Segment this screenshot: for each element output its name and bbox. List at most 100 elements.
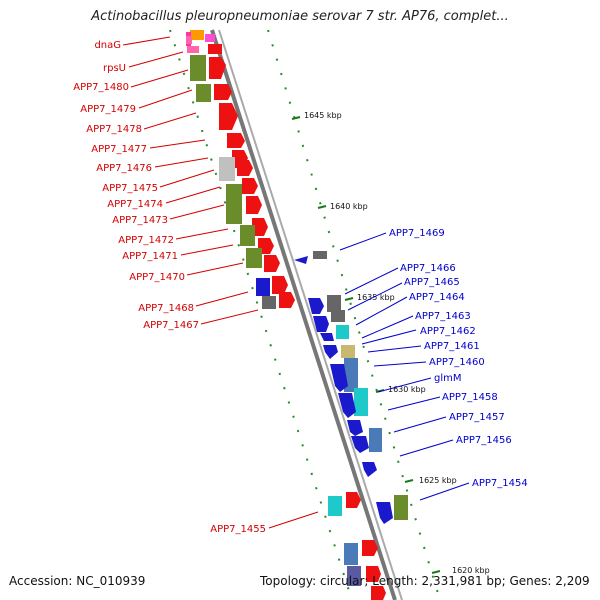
kbp-tick [291,116,301,120]
gene-arrow[interactable] [237,160,253,176]
gene-arrow[interactable] [279,292,295,308]
gene-block[interactable] [240,225,255,246]
guide-track [267,29,441,600]
gene-label[interactable]: APP7_1457 [449,412,505,423]
gene-block[interactable] [341,345,355,358]
gene-arrow[interactable] [376,502,393,524]
gene-label[interactable]: APP7_1472 [118,235,174,246]
gene-label[interactable]: APP7_1467 [143,320,199,331]
gene-block[interactable] [196,84,211,102]
gene-block[interactable] [347,566,361,586]
kbp-label: 1625 kbp [419,476,457,485]
kbp-label: 1635 kbp [357,293,395,302]
gene-label[interactable]: APP7_1471 [122,251,178,262]
backbone-line [210,29,397,600]
gene-arrow[interactable] [264,255,280,272]
gene-arrow[interactable] [362,462,377,477]
forward-features [186,30,386,600]
kbp-tick [344,297,354,301]
gene-label[interactable]: APP7_1480 [73,82,129,93]
gene-block[interactable] [256,278,270,296]
leader-line [200,309,259,325]
gene-arrow[interactable] [346,492,361,508]
gene-label[interactable]: rpsU [103,63,126,74]
gene-label[interactable]: APP7_1475 [102,183,158,194]
kbp-label: 1620 kbp [452,566,490,575]
gene-label[interactable]: APP7_1468 [138,303,194,314]
gene-arrow[interactable] [371,586,386,600]
gene-arrow[interactable] [219,103,238,130]
gene-block[interactable] [262,296,276,309]
reverse-features [294,251,408,524]
gene-label[interactable]: APP7_1461 [424,341,480,352]
gene-block[interactable] [219,157,235,181]
gene-label[interactable]: APP7_1463 [415,311,471,322]
gene-arrow[interactable] [362,540,378,556]
gene-label[interactable]: APP7_1454 [472,478,528,489]
gene-label[interactable]: APP7_1478 [86,124,142,135]
gene-label[interactable]: APP7_1455 [210,524,266,535]
leader-line [130,69,189,88]
gene-block[interactable] [331,310,345,322]
gene-block[interactable] [190,30,204,40]
gene-block[interactable] [186,36,192,44]
gene-block[interactable] [327,295,341,312]
gene-label[interactable]: APP7_1474 [107,199,163,210]
gene-arrow[interactable] [320,333,334,341]
gene-arrow[interactable] [366,566,381,582]
gene-label[interactable]: glmM [434,373,462,384]
gene-arrow[interactable] [242,178,258,194]
gene-label[interactable]: APP7_1462 [420,326,476,337]
leader-line [154,157,209,168]
gene-arrow[interactable] [272,276,288,294]
leader-line [138,89,193,109]
gene-label[interactable]: APP7_1476 [96,163,152,174]
map-title: Actinobacillus pleuropneumoniae serovar … [91,9,509,24]
gene-arrow[interactable] [323,345,338,359]
gene-block[interactable] [354,388,368,416]
gene-block[interactable] [336,325,349,339]
gene-block[interactable] [246,248,262,268]
gene-label[interactable]: APP7_1464 [409,292,465,303]
gene-arrow[interactable] [214,84,232,100]
gene-label[interactable]: dnaG [94,40,121,51]
gene-arrow[interactable] [227,133,245,148]
gene-block[interactable] [205,34,215,42]
gene-block[interactable] [369,428,382,452]
gene-label[interactable]: APP7_1469 [389,228,445,239]
gene-label[interactable]: APP7_1466 [400,263,456,274]
leader-line [165,186,221,204]
gene-arrow[interactable] [338,393,356,418]
gene-block[interactable] [208,44,222,54]
leader-line [355,296,408,326]
gene-label[interactable]: APP7_1470 [129,272,185,283]
gene-arrow[interactable] [330,364,348,392]
leader-line [268,511,319,529]
gene-block[interactable] [394,495,408,520]
leader-line [149,139,206,149]
gene-arrow[interactable] [209,57,226,79]
gene-block[interactable] [190,55,206,81]
gene-arrow[interactable] [308,298,324,314]
gene-arrow[interactable] [351,436,369,453]
gene-arrow[interactable] [252,218,268,236]
gene-arrow[interactable] [313,316,329,332]
gene-label[interactable]: APP7_1473 [112,215,168,226]
gene-label[interactable]: APP7_1460 [429,357,485,368]
gene-label[interactable]: APP7_1456 [456,435,512,446]
gene-label[interactable]: APP7_1477 [91,144,147,155]
leader-line [347,282,403,311]
gene-arrow[interactable] [246,196,262,214]
gene-label[interactable]: APP7_1479 [80,104,136,115]
gene-block[interactable] [226,184,242,224]
gene-block[interactable] [187,46,199,53]
gene-block[interactable] [344,543,358,565]
gene-block[interactable] [313,251,327,259]
gene-label[interactable]: APP7_1465 [404,277,460,288]
kbp-tick [317,205,327,209]
gene-arrow[interactable] [347,420,363,436]
gene-block[interactable] [328,496,342,516]
gene-label[interactable]: APP7_1458 [442,392,498,403]
gene-arrow[interactable] [294,256,308,264]
forward-leader-lines [122,36,319,529]
